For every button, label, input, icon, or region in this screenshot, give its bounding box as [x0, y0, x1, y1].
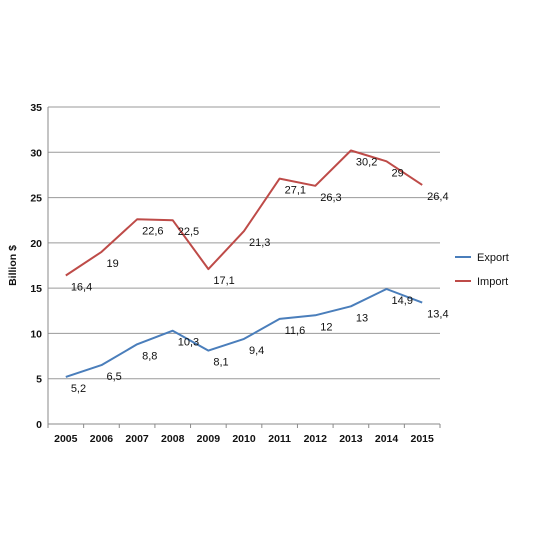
export-data-label: 9,4	[249, 345, 264, 357]
x-tick-label: 2011	[268, 433, 291, 445]
export-data-label: 13,4	[427, 309, 448, 321]
import-data-label: 26,3	[320, 192, 341, 204]
y-tick-label: 5	[36, 374, 42, 386]
y-tick-label: 30	[30, 147, 42, 159]
export-data-label: 10,3	[178, 337, 199, 349]
export-data-label: 12	[320, 321, 332, 333]
gridlines	[48, 106, 440, 380]
x-tick-label: 2007	[125, 433, 149, 445]
series-lines	[65, 149, 423, 378]
x-tick-label: 2015	[411, 433, 435, 445]
x-tick-label: 2006	[90, 433, 114, 445]
y-tick-label: 25	[30, 193, 42, 205]
import-data-label: 19	[106, 258, 118, 270]
export-data-label: 5,2	[71, 383, 86, 395]
y-axis-label: Billion $	[7, 245, 19, 286]
x-tick-label: 2013	[339, 433, 363, 445]
y-tick-label: 0	[36, 419, 42, 431]
import-data-label: 27,1	[285, 185, 306, 197]
import-data-label: 22,5	[178, 226, 199, 238]
export-data-label: 8,8	[142, 350, 157, 362]
x-tick-label: 2010	[232, 433, 256, 445]
data-labels: 5,2 6,5 8,8 10,3 8,1 9,4 11,6 12 13 14,9 13,4 16,4 1…	[71, 156, 449, 394]
import-data-label: 21,3	[249, 237, 270, 249]
export-data-label: 6,5	[106, 371, 121, 383]
legend: Export Import	[455, 252, 509, 288]
export-series-line	[65, 288, 423, 378]
x-tick-label: 2008	[161, 433, 185, 445]
import-data-label: 29	[392, 167, 404, 179]
y-tick-label: 35	[30, 102, 42, 114]
import-series-line	[65, 149, 423, 277]
axes: 0 5 10 15 20 25 30 35 2005 2006 2007 2008 2009 2010 20…	[30, 102, 441, 445]
x-tick-label: 2009	[197, 433, 221, 445]
x-tick-label: 2012	[304, 433, 328, 445]
y-tick-label: 20	[30, 238, 42, 250]
y-tick-label: 15	[30, 283, 42, 295]
export-data-label: 14,9	[392, 295, 413, 307]
export-legend-label: Export	[477, 252, 509, 264]
import-data-label: 26,4	[427, 191, 448, 203]
x-tick-label: 2005	[54, 433, 78, 445]
import-data-label: 30,2	[356, 156, 377, 168]
export-data-label: 8,1	[213, 357, 228, 369]
x-tick-label: 2014	[375, 433, 399, 445]
import-legend-label: Import	[477, 276, 508, 288]
import-data-label: 22,6	[142, 225, 163, 237]
import-data-label: 16,4	[71, 281, 92, 293]
import-data-label: 17,1	[213, 275, 234, 287]
export-data-label: 13	[356, 312, 368, 324]
y-tick-label: 10	[30, 328, 42, 340]
export-data-label: 11,6	[285, 325, 306, 337]
